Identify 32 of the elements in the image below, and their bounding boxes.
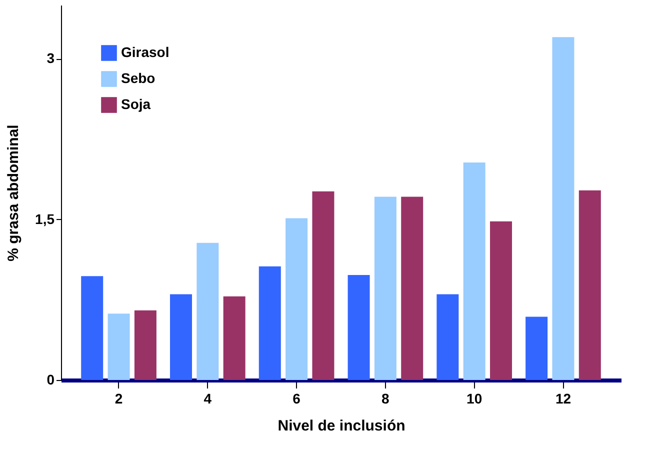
y-tick-label: 0 bbox=[46, 372, 55, 388]
bar bbox=[223, 296, 246, 380]
bar bbox=[134, 310, 156, 380]
bar bbox=[258, 266, 281, 380]
x-tick-label: 6 bbox=[292, 390, 301, 406]
legend-label: Sebo bbox=[121, 70, 156, 86]
y-axis-title: % grasa abdominal bbox=[5, 124, 22, 262]
bar bbox=[463, 162, 486, 380]
bar bbox=[312, 191, 334, 380]
bar bbox=[81, 276, 104, 380]
x-tick-label: 12 bbox=[555, 390, 572, 406]
bar bbox=[286, 218, 308, 380]
x-tick-label: 8 bbox=[382, 390, 390, 406]
bar bbox=[490, 221, 512, 380]
legend-label: Girasol bbox=[121, 44, 170, 60]
x-tick-label: 4 bbox=[204, 390, 212, 406]
x-tick-label: 2 bbox=[114, 390, 123, 406]
bar bbox=[401, 196, 424, 380]
bar bbox=[526, 316, 548, 380]
bar bbox=[348, 275, 370, 380]
bar bbox=[196, 242, 219, 380]
y-tick-label: 1,5 bbox=[35, 210, 55, 227]
bar bbox=[552, 37, 574, 380]
x-tick-label: 10 bbox=[466, 390, 482, 406]
bar bbox=[170, 294, 192, 380]
bar bbox=[374, 196, 396, 380]
legend-label: Soja bbox=[121, 96, 151, 112]
y-tick-label: 3 bbox=[46, 50, 55, 66]
bar bbox=[578, 190, 601, 380]
bar bbox=[436, 294, 459, 380]
bar bbox=[108, 314, 130, 380]
x-axis-title: Nivel de inclusión bbox=[278, 418, 406, 434]
